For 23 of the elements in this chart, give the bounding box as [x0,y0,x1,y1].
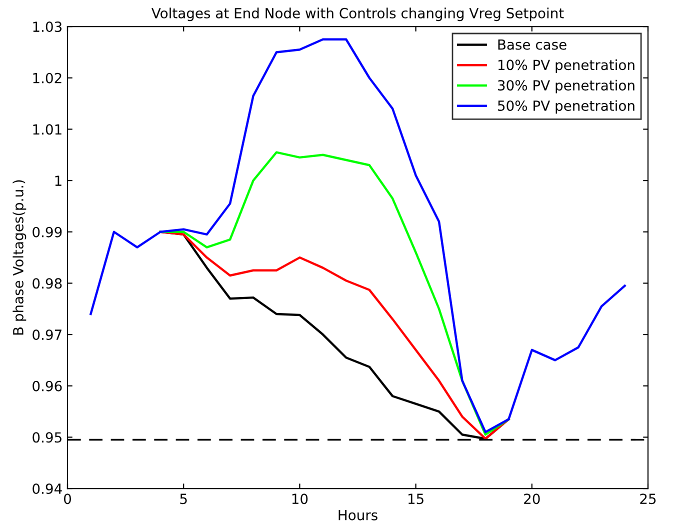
legend-label: 50% PV penetration [498,100,634,114]
y-tick-label: 0.99 [32,226,62,238]
y-tick-label: 0.97 [32,330,62,340]
y-tick-label: 1.01 [33,124,62,135]
x-tick-label: 5 [180,494,187,504]
x-tick-label: 20 [524,494,540,504]
legend-label: Base case [498,39,566,50]
legend-label: 30% PV penetration [498,80,634,94]
x-tick-label: 15 [408,494,424,504]
x-tick-label: 10 [292,494,308,504]
y-tick-label: 0.94 [32,483,62,494]
y-tick-label: 1 [55,176,62,186]
x-tick-label: 0 [64,494,71,504]
y-tick-label: 0.96 [32,380,62,392]
y-axis-title: B phase Voltages(p.u.) [12,180,26,335]
y-tick-label: 1.02 [33,72,62,84]
legend-label: 10% PV penetration [498,59,634,73]
y-tick-label: 0.95 [32,432,62,443]
chart-title: Voltages at End Node with Controls changing Vreg Setpoint [152,8,564,22]
y-tick-label: 0.98 [32,278,62,289]
y-tick-label: 1.03 [33,22,62,32]
x-axis-title: Hours [338,510,378,520]
x-tick-label: 25 [640,494,656,504]
